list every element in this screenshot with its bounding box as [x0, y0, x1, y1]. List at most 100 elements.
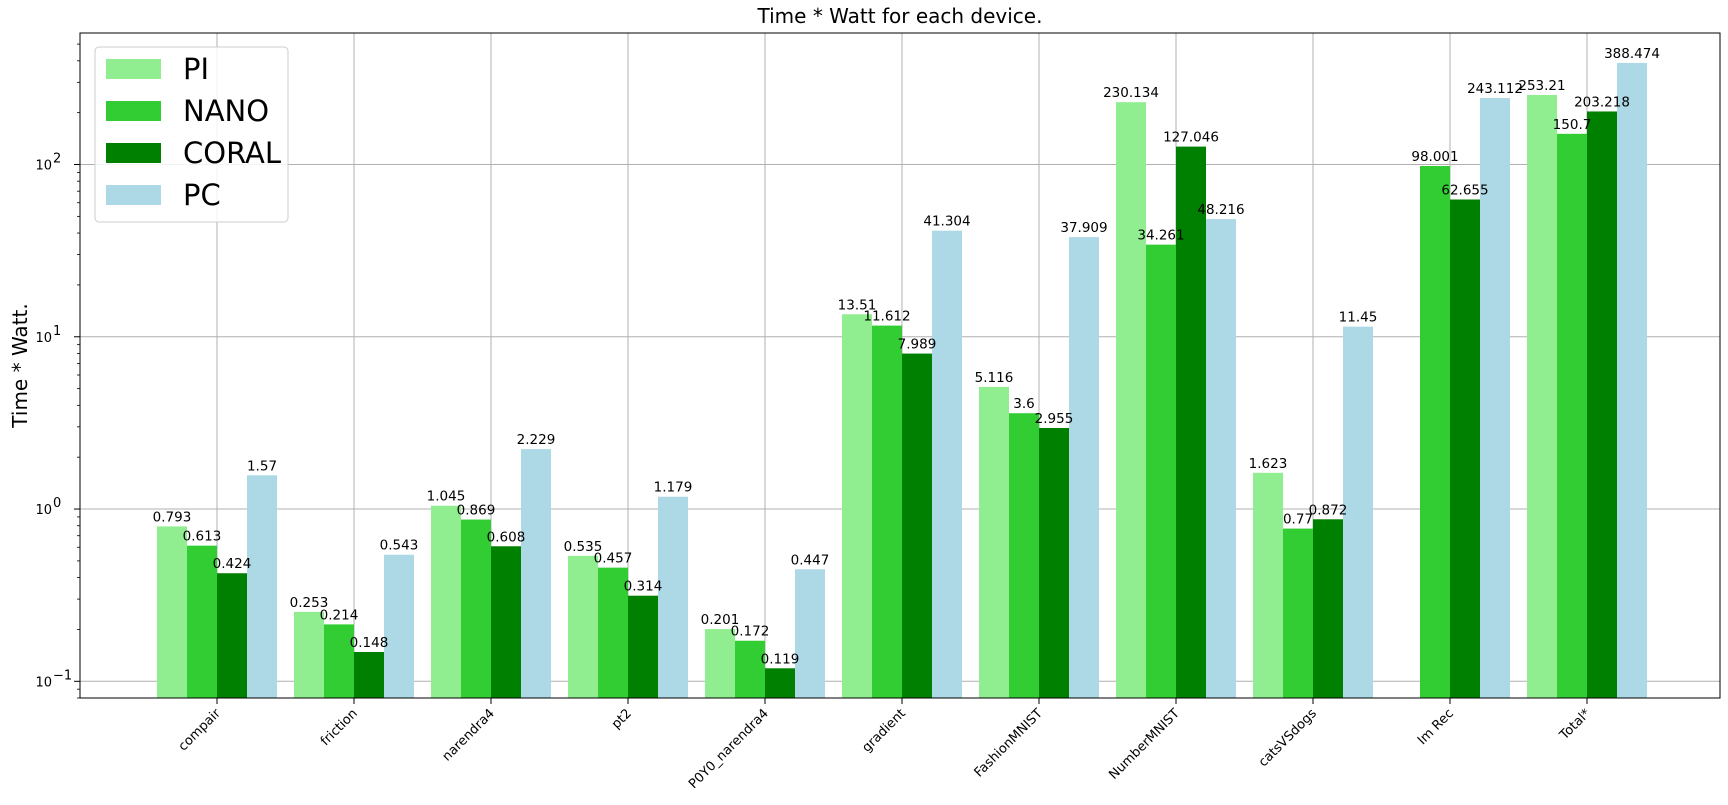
y-tick-exponent: 2: [53, 152, 61, 167]
bar-nano: [1557, 133, 1587, 698]
bar-value-label: 0.214: [320, 607, 359, 623]
bar-coral: [491, 546, 521, 698]
bar-nano: [1146, 244, 1176, 698]
bar-value-label: 37.909: [1060, 220, 1107, 236]
bar-value-label: 5.116: [975, 370, 1014, 386]
x-tick-label: Im Rec: [1415, 706, 1457, 748]
legend-box: [94, 46, 289, 223]
bar-value-label: 0.793: [153, 509, 192, 525]
bar-value-label: 0.253: [290, 595, 329, 611]
bar-nano: [1009, 413, 1039, 698]
bar-value-label: 13.51: [838, 297, 877, 313]
bar-value-label: 1.045: [427, 489, 466, 505]
bar-pi: [157, 526, 187, 698]
legend-swatch: [106, 143, 161, 163]
bar-pi: [1116, 102, 1146, 698]
y-tick-label: 10: [35, 675, 52, 690]
bar-value-label: 1.623: [1249, 456, 1288, 472]
bar-coral: [1039, 427, 1069, 698]
bar-value-label: 0.869: [457, 503, 496, 519]
legend-label: PI: [183, 52, 209, 86]
bar-pc: [1343, 326, 1373, 698]
bar-pc: [1069, 237, 1099, 698]
bar-value-label: 0.314: [624, 579, 663, 595]
legend-swatch: [106, 101, 161, 121]
chart-title: Time * Watt for each device.: [757, 4, 1043, 28]
bar-pi: [294, 611, 324, 698]
bar-pc: [1617, 62, 1647, 699]
bar-value-label: 2.229: [517, 432, 556, 448]
x-tick-label: friction: [318, 706, 361, 749]
bar-value-label: 7.989: [898, 337, 937, 353]
legend-label: PC: [183, 178, 221, 212]
bar-coral: [354, 651, 384, 698]
bar-nano: [461, 519, 491, 698]
bar-value-label: 388.474: [1604, 46, 1660, 62]
x-axis: compair friction narendra4 pt2 P0Y0_narendra…: [176, 698, 1594, 792]
x-tick-label: compair: [176, 706, 225, 755]
bar-value-label: 0.172: [731, 624, 770, 640]
y-tick-exponent: 1: [53, 324, 61, 339]
bar-value-label: 0.535: [564, 539, 603, 555]
legend: PI NANO CORAL PC: [94, 46, 289, 223]
bar-coral: [1176, 146, 1206, 698]
bar-nano: [1283, 528, 1313, 698]
bar-pc: [384, 554, 414, 698]
x-tick-label: FashionMNIST: [972, 706, 1046, 780]
bar-value-label: 230.134: [1103, 85, 1159, 101]
legend-swatch: [106, 185, 161, 205]
bar-value-label: 0.201: [701, 612, 740, 628]
bar-coral: [1587, 111, 1617, 698]
bar-coral: [628, 595, 658, 698]
bar-nano: [872, 325, 902, 698]
bar-value-label: 150.7: [1553, 117, 1592, 133]
legend-label: CORAL: [183, 136, 281, 170]
bar-pc: [1480, 98, 1510, 698]
bar-value-label: 1.57: [247, 458, 277, 474]
bar-value-label: 0.447: [791, 552, 830, 568]
legend-swatch: [106, 59, 161, 79]
bar-coral: [902, 353, 932, 698]
bar-value-label: 98.001: [1411, 149, 1458, 165]
bar-pi: [842, 314, 872, 698]
bar-coral: [1313, 519, 1343, 698]
y-tick-label: 10: [35, 503, 52, 518]
bar-coral: [765, 668, 795, 698]
bar-value-label: 0.457: [594, 551, 633, 567]
bar-pc: [795, 569, 825, 698]
x-tick-label: gradient: [859, 706, 908, 755]
bar-value-label: 2.955: [1035, 411, 1074, 427]
bar-pi: [1253, 472, 1283, 698]
x-tick-label: catsVSdogs: [1256, 706, 1320, 770]
bar-value-label: 243.112: [1467, 81, 1523, 97]
bar-pc: [521, 449, 551, 698]
x-tick-label: P0Y0_narendra4: [686, 706, 772, 792]
x-tick-label: pt2: [609, 706, 635, 732]
bar-value-label: 253.21: [1518, 78, 1565, 94]
bar-nano: [324, 624, 354, 698]
bar-value-label: 127.046: [1163, 130, 1219, 146]
bar-value-label: 62.655: [1441, 182, 1488, 198]
bar-coral: [217, 573, 247, 698]
bar-value-label: 0.119: [761, 651, 800, 667]
y-tick-label: 10: [35, 159, 52, 174]
bar-value-label: 48.216: [1197, 202, 1244, 218]
bar-pi: [979, 386, 1009, 698]
bar-value-label: 0.613: [183, 529, 222, 545]
bar-value-label: 0.77: [1283, 512, 1313, 528]
bar-nano: [598, 567, 628, 698]
bar-value-label: 41.304: [923, 214, 970, 230]
bar-value-label: 1.179: [654, 480, 693, 496]
bar-value-label: 0.608: [487, 529, 526, 545]
bar-pc: [247, 475, 277, 698]
bar-coral: [1450, 199, 1480, 698]
bar-value-labels: 0.793 0.253 1.045 0.535 0.201 13.51 5.116 230.1…: [153, 46, 1660, 667]
bar-pc: [932, 230, 962, 698]
bar-value-label: 34.261: [1137, 228, 1184, 244]
bar-nano: [1420, 166, 1450, 699]
bar-nano: [735, 640, 765, 698]
bar-pi: [568, 555, 598, 698]
y-tick-exponent: −1: [53, 668, 72, 683]
